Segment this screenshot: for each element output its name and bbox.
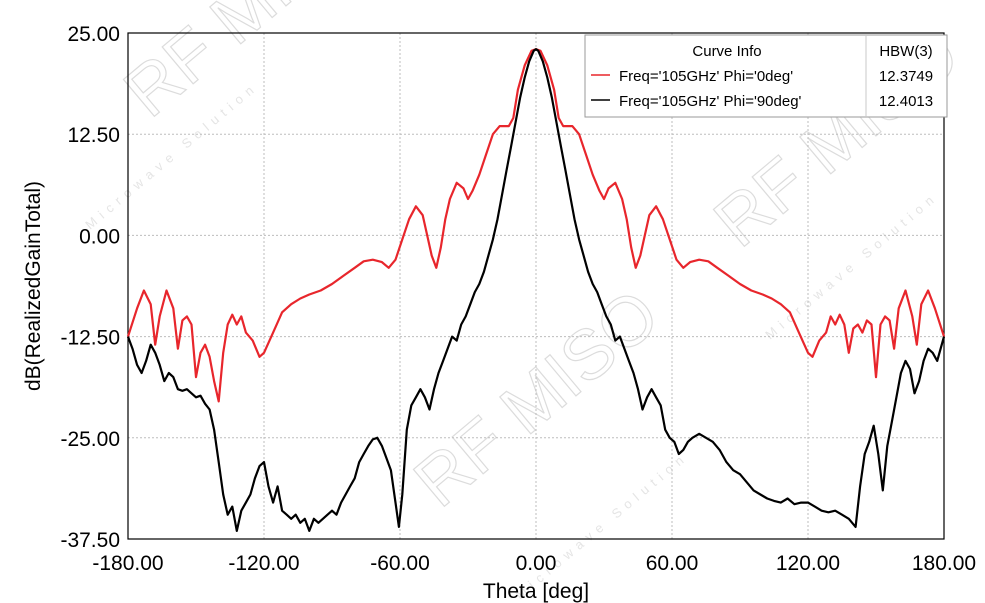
svg-text:RF MISO: RF MISO xyxy=(110,0,384,131)
legend-value-header: HBW(3) xyxy=(879,43,932,60)
x-tick-label: -60.00 xyxy=(370,552,430,575)
legend-hbw-phi-0: 12.3749 xyxy=(879,68,933,85)
y-tick-label: -12.50 xyxy=(60,327,120,350)
legend: Curve Info HBW(3) Freq='105GHz' Phi='0de… xyxy=(584,34,948,118)
legend-box xyxy=(584,34,948,118)
legend-header: Curve Info xyxy=(692,43,761,60)
series-line-phi-90 xyxy=(126,48,946,532)
y-axis-ticks: 25.00 12.50 0.00 -12.50 -25.00 -37.50 xyxy=(60,23,120,552)
y-tick-label: -37.50 xyxy=(60,529,120,552)
y-tick-label: 0.00 xyxy=(79,225,120,248)
x-tick-label: 60.00 xyxy=(646,552,699,575)
x-tick-label: 180.00 xyxy=(912,552,976,575)
legend-entry-phi-90: Freq='105GHz' Phi='90deg' xyxy=(619,93,802,110)
x-axis-label: Theta [deg] xyxy=(483,580,589,603)
x-axis-ticks: -180.00 -120.00 -60.00 0.00 60.00 120.00 180.0… xyxy=(92,552,976,575)
x-tick-label: 0.00 xyxy=(516,552,557,575)
y-tick-label: 25.00 xyxy=(67,23,120,46)
y-tick-label: -25.00 xyxy=(60,428,120,451)
grid xyxy=(128,33,944,539)
y-axis-label: dB(RealizedGainTotal) xyxy=(22,181,45,391)
y-tick-label: 12.50 xyxy=(67,124,120,147)
x-tick-label: -120.00 xyxy=(228,552,299,575)
legend-hbw-phi-90: 12.4013 xyxy=(879,93,933,110)
series-group xyxy=(126,48,946,532)
x-tick-label: 120.00 xyxy=(776,552,840,575)
legend-entry-phi-0: Freq='105GHz' Phi='0deg' xyxy=(619,68,793,85)
x-tick-label: -180.00 xyxy=(92,552,163,575)
plot-frame xyxy=(127,32,945,540)
